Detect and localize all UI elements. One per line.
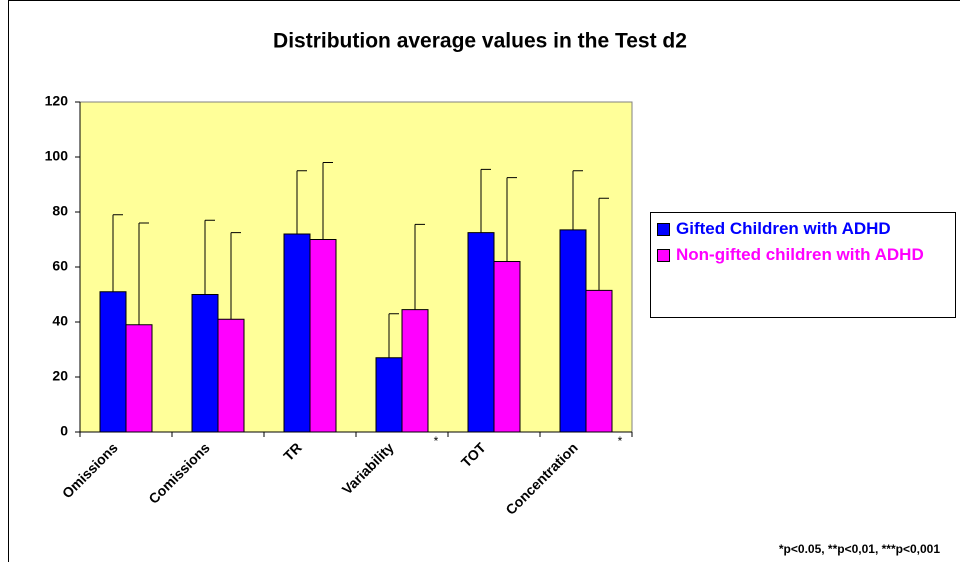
y-tick-label: 120	[45, 93, 69, 109]
bar	[375, 357, 403, 433]
y-tick-label: 20	[52, 368, 68, 384]
bar	[467, 232, 495, 433]
significance-mark: *	[618, 434, 623, 448]
bar	[125, 324, 153, 433]
bar	[99, 291, 127, 433]
bar	[309, 239, 337, 433]
plot-area	[79, 101, 633, 433]
bar	[217, 318, 245, 433]
x-tick-label: Variability	[339, 439, 397, 497]
bar	[191, 294, 219, 433]
bar	[493, 261, 521, 433]
bar	[401, 309, 429, 433]
y-tick-label: 40	[52, 313, 68, 329]
legend-entry: Gifted Children with ADHD	[655, 219, 951, 239]
x-tick-label: Concentration	[502, 439, 580, 517]
x-tick-label: TOT	[458, 439, 489, 470]
bar	[585, 289, 613, 433]
bar	[283, 233, 311, 433]
legend-label: Non-gifted children with ADHD	[676, 245, 924, 264]
y-tick-label: 0	[60, 423, 68, 439]
y-tick-label: 100	[45, 148, 69, 164]
chart-title: Distribution average values in the Test …	[273, 30, 687, 53]
y-tick-label: 80	[52, 203, 68, 219]
x-tick-label: TR	[280, 439, 305, 464]
y-tick-label: 60	[52, 258, 68, 274]
legend-entry: Non-gifted children with ADHD	[655, 245, 951, 265]
legend-swatch	[657, 223, 670, 236]
bar	[559, 229, 587, 433]
x-tick-label: Omissions	[59, 439, 121, 501]
footnote: *p<0.05, **p<0,01, ***p<0,001	[779, 542, 940, 556]
significance-mark: *	[434, 434, 439, 448]
legend-swatch	[657, 249, 670, 262]
legend-label: Gifted Children with ADHD	[676, 219, 891, 238]
legend: Gifted Children with ADHD Non-gifted chil…	[650, 212, 956, 318]
frame	[8, 0, 960, 562]
x-tick-label: Comissions	[145, 439, 213, 507]
